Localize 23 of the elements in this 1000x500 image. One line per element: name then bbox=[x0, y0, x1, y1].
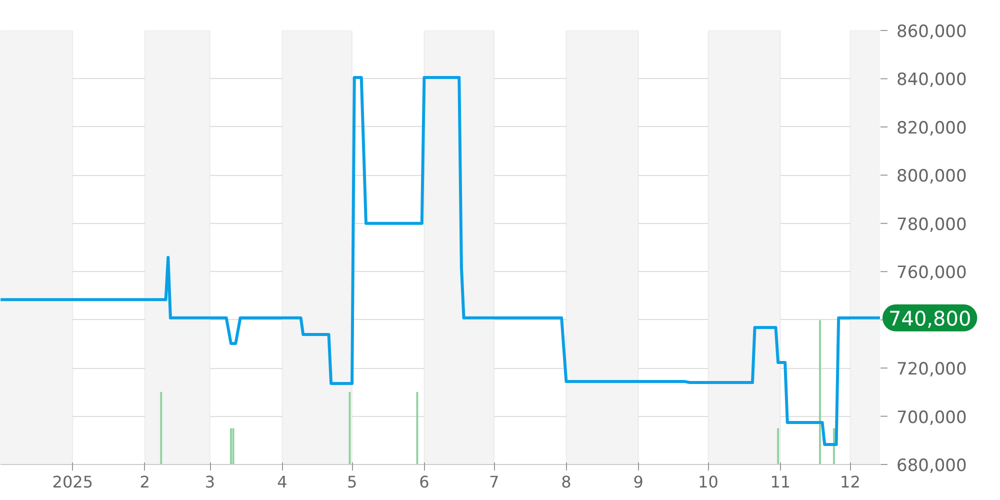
x-tick-label: 4 bbox=[277, 472, 288, 492]
y-tick-label: 800,000 bbox=[896, 166, 967, 187]
y-tick-label: 760,000 bbox=[896, 263, 967, 284]
line-series bbox=[0, 76, 880, 446]
x-tick-label: 2 bbox=[140, 472, 150, 492]
y-tick-label: 860,000 bbox=[896, 22, 967, 42]
y-tick-label: 680,000 bbox=[896, 456, 967, 476]
y-tick-label: 820,000 bbox=[896, 118, 967, 138]
y-tick-label: 780,000 bbox=[896, 214, 967, 235]
x-tick-label: 6 bbox=[419, 472, 430, 492]
x-tick-label: 12 bbox=[840, 472, 860, 492]
x-tick-label: 3 bbox=[204, 472, 216, 492]
x-tick-label: 11 bbox=[770, 472, 791, 492]
x-tick-label: 2025 bbox=[52, 472, 94, 492]
x-tick-label: 10 bbox=[698, 472, 718, 492]
annotation: 740,800 bbox=[888, 306, 972, 330]
y-tick-label: 720,000 bbox=[896, 360, 967, 380]
x-tick-label: 5 bbox=[346, 472, 358, 492]
y-tick-label: 840,000 bbox=[896, 70, 967, 90]
x-tick-label: 7 bbox=[488, 472, 500, 492]
y-tick-label: 700,000 bbox=[896, 408, 967, 428]
x-tick-label: 9 bbox=[633, 472, 644, 492]
x-tick-label: 8 bbox=[561, 472, 572, 492]
